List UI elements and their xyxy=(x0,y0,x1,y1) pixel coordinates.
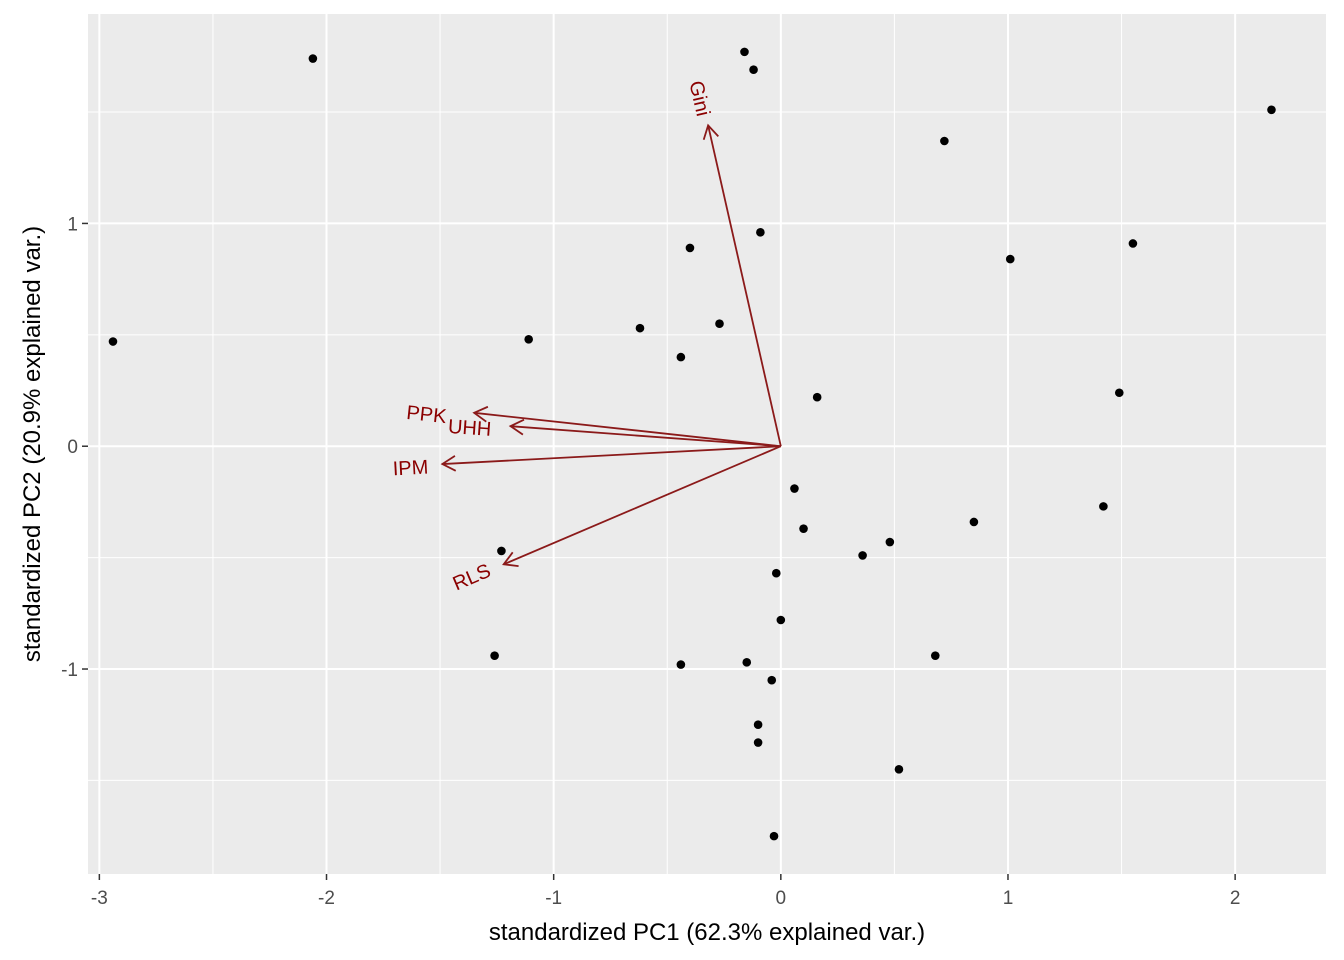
x-tick-label: 2 xyxy=(1230,888,1241,909)
data-point xyxy=(108,337,118,346)
arrowhead-rls xyxy=(502,551,519,568)
data-point xyxy=(769,831,779,841)
x-tick-label: -1 xyxy=(545,888,562,909)
y-tick-label: -1 xyxy=(61,660,78,681)
data-point xyxy=(749,65,758,74)
data-point xyxy=(1099,502,1108,511)
x-axis-title: standardized PC1 (62.3% explained var.) xyxy=(489,919,925,946)
arrowhead-ipm xyxy=(440,455,457,472)
loading-arrow-uhh xyxy=(510,425,781,448)
data-point xyxy=(753,720,763,730)
arrowhead-ppk xyxy=(472,405,489,423)
data-point xyxy=(1114,388,1124,398)
loading-arrow-rls xyxy=(503,445,782,566)
data-point xyxy=(1005,254,1015,264)
data-point xyxy=(894,764,904,774)
data-point xyxy=(776,615,786,625)
data-point xyxy=(742,658,752,667)
x-tick-label: 1 xyxy=(1003,888,1014,909)
data-point xyxy=(490,651,499,660)
data-point xyxy=(1128,239,1138,248)
data-point xyxy=(969,517,979,527)
data-point xyxy=(308,54,318,63)
loading-label-uhh: UHH xyxy=(447,416,492,441)
data-point xyxy=(812,392,822,402)
x-tick-label: 0 xyxy=(776,888,787,909)
x-axis-ticks: -3 -2 -1 0 1 2 xyxy=(91,874,1241,909)
arrowhead-uhh xyxy=(508,418,525,436)
y-axis-title: standardized PC2 (20.9% explained var.) xyxy=(19,226,46,662)
data-point xyxy=(767,675,777,685)
loading-label-ipm: IPM xyxy=(392,457,429,481)
data-point xyxy=(685,243,695,253)
data-point xyxy=(756,228,765,237)
data-point xyxy=(790,484,799,493)
loading-label-ppk: PPK xyxy=(405,402,448,428)
data-point xyxy=(771,568,781,578)
x-tick-label: -2 xyxy=(318,888,335,909)
arrowhead-gini xyxy=(702,123,719,140)
data-point xyxy=(1267,105,1276,115)
data-point xyxy=(753,738,763,747)
data-point xyxy=(799,524,808,533)
loading-arrow-gini xyxy=(707,125,782,447)
x-tick-label: -3 xyxy=(91,888,108,909)
data-point xyxy=(676,660,686,669)
data-point xyxy=(715,319,724,328)
data-point xyxy=(930,651,940,660)
y-tick-label: 0 xyxy=(67,437,78,458)
y-axis-ticks: -1 0 1 xyxy=(61,214,88,681)
y-tick-label: 1 xyxy=(67,214,78,235)
data-point xyxy=(497,546,506,556)
data-point xyxy=(940,136,949,146)
loading-arrow-ipm xyxy=(442,445,781,465)
data-point xyxy=(524,334,533,344)
plot-panel xyxy=(88,14,1326,874)
data-point xyxy=(885,537,895,547)
data-point xyxy=(858,551,867,560)
data-point xyxy=(635,323,645,333)
data-point xyxy=(676,352,686,362)
minor-gridlines xyxy=(88,14,1326,874)
data-points xyxy=(108,47,1276,841)
loading-arrows xyxy=(440,123,782,568)
loading-arrow-ppk xyxy=(474,411,781,448)
data-point xyxy=(740,47,749,57)
